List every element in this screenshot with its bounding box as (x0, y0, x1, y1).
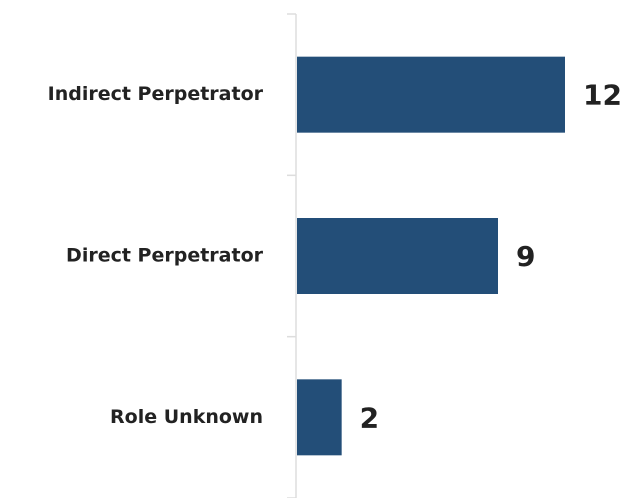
category-label: Indirect Perpetrator (48, 83, 264, 105)
value-label: 12 (583, 79, 622, 112)
value-label: 9 (516, 240, 535, 273)
bar (297, 218, 498, 294)
category-label: Direct Perpetrator (66, 245, 264, 267)
bar (297, 379, 342, 456)
bar (297, 56, 565, 133)
category-label: Role Unknown (110, 406, 263, 428)
value-label: 2 (360, 401, 379, 434)
